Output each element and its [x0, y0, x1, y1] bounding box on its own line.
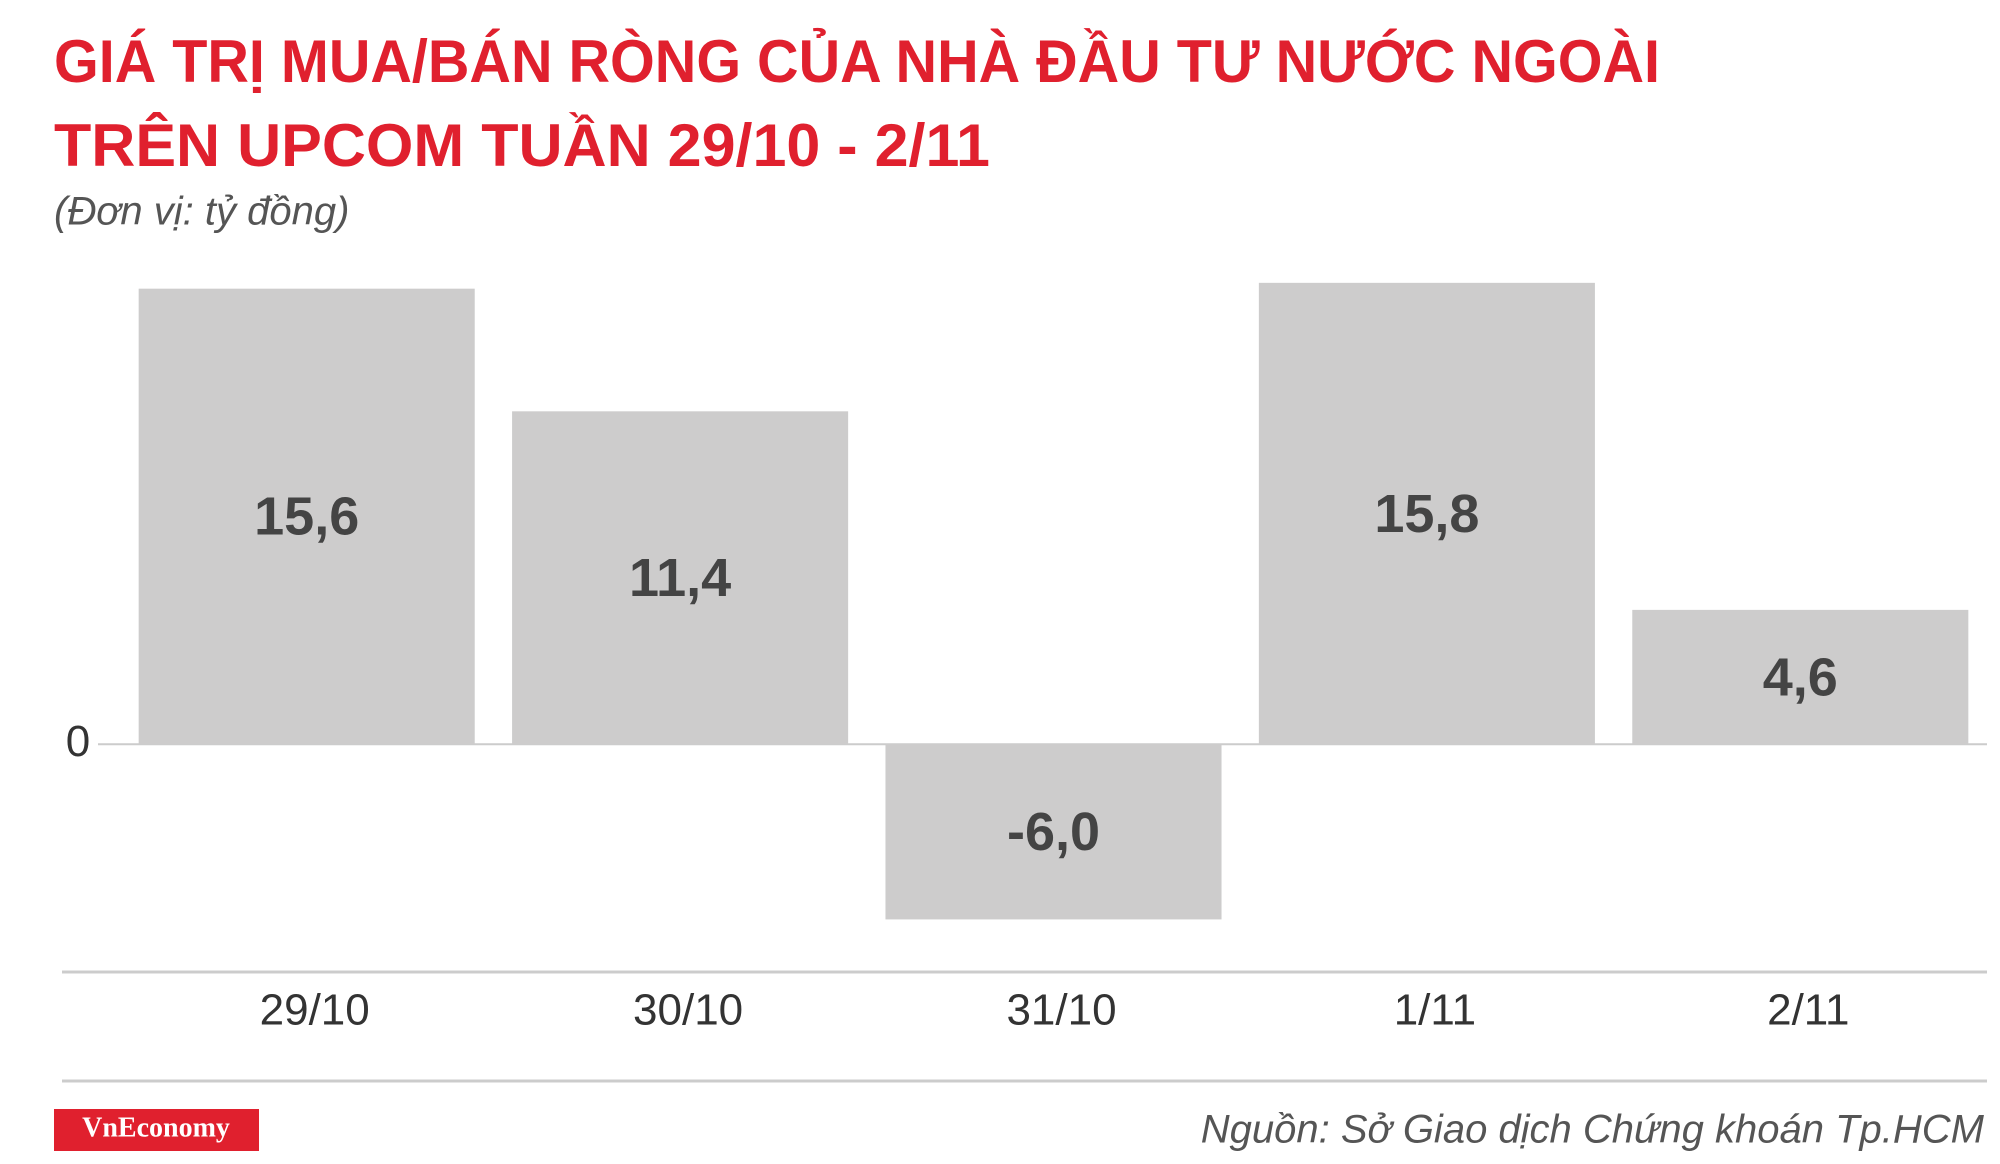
x-tick-label: 29/10 [260, 986, 370, 1035]
x-tick-label: 1/11 [1394, 986, 1476, 1035]
logo-box [54, 1109, 259, 1151]
value-label: -6,0 [1007, 802, 1100, 862]
value-label: 4,6 [1763, 647, 1838, 707]
bar [885, 744, 1222, 920]
y-tick-label: 0 [66, 717, 90, 766]
x-tick-label: 31/10 [1006, 986, 1116, 1035]
chart-title: GIÁ TRỊ MUA/BÁN RÒNG CỦA NHÀ ĐẦU TƯ NƯỚC… [54, 28, 1660, 95]
bar [1258, 282, 1595, 745]
source: Nguồn: Sở Giao dịch Chứng khoán Tp.HCM [1201, 1108, 1985, 1152]
value-label: 15,8 [1374, 484, 1479, 544]
logo: VnEconomy [82, 1112, 230, 1143]
bar [138, 288, 475, 745]
value-label: 15,6 [254, 487, 359, 547]
bar [512, 411, 849, 745]
chart-title: TRÊN UPCOM TUẦN 29/10 - 2/11 [54, 112, 990, 179]
x-tick-label: 30/10 [633, 986, 743, 1035]
value-label: 11,4 [629, 548, 731, 608]
x-tick-label: 2/11 [1767, 986, 1849, 1035]
bar [1632, 609, 1969, 745]
chart-subtitle: (Đơn vị: tỷ đồng) [54, 190, 349, 234]
